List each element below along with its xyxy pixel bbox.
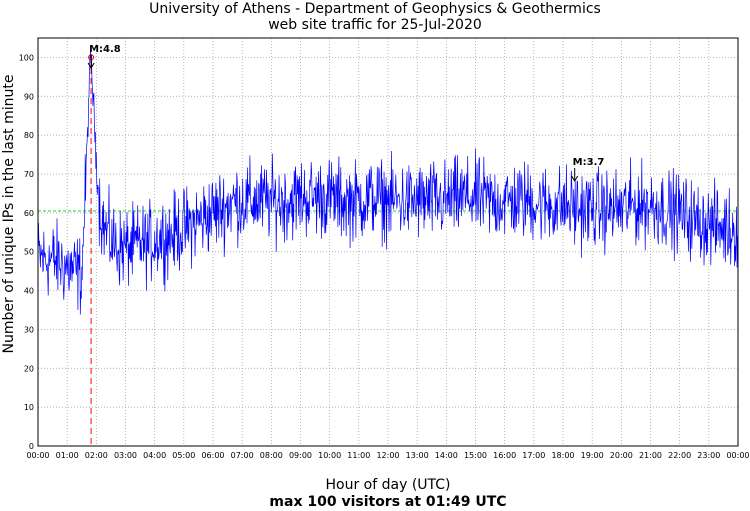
x-tick-label: 20:00 <box>610 451 633 460</box>
x-tick-label: 00:00 <box>726 451 749 460</box>
chart-title: University of Athens - Department of Geo… <box>149 1 601 17</box>
x-tick-label: 00:00 <box>26 451 49 460</box>
x-tick-label: 06:00 <box>201 451 224 460</box>
x-tick-label: 11:00 <box>347 451 370 460</box>
event-label: M:4.8 <box>89 44 121 55</box>
x-tick-label: 17:00 <box>522 451 545 460</box>
series-lines <box>37 50 739 315</box>
y-tick-label: 40 <box>24 287 34 296</box>
event-markers: M:4.8 M:3.7 <box>87 44 605 182</box>
x-tick-label: 10:00 <box>318 451 341 460</box>
y-tick-label: 100 <box>19 53 34 62</box>
x-tick-label: 14:00 <box>435 451 458 460</box>
x-tick-label: 18:00 <box>551 451 574 460</box>
y-tick-label: 10 <box>24 403 34 412</box>
x-tick-label: 16:00 <box>493 451 516 460</box>
y-axis-ticks: 0 10 20 30 40 50 60 70 80 90 100 <box>19 53 34 451</box>
x-tick-label: 09:00 <box>289 451 312 460</box>
x-tick-label: 12:00 <box>376 451 399 460</box>
y-tick-label: 20 <box>24 364 34 373</box>
x-tick-label: 08:00 <box>260 451 283 460</box>
event-label: M:3.7 <box>573 157 605 168</box>
x-tick-label: 03:00 <box>114 451 137 460</box>
y-tick-label: 70 <box>24 170 34 179</box>
series-line <box>37 50 739 315</box>
x-axis-sublabel: max 100 visitors at 01:49 UTC <box>269 494 506 510</box>
x-tick-label: 13:00 <box>406 451 429 460</box>
x-tick-label: 04:00 <box>143 451 166 460</box>
chart-subtitle: web site traffic for 25-Jul-2020 <box>268 17 482 33</box>
x-tick-label: 01:00 <box>56 451 79 460</box>
x-tick-label: 05:00 <box>172 451 195 460</box>
x-tick-label: 21:00 <box>639 451 662 460</box>
x-axis-ticks: 00:00 01:00 02:00 03:00 04:00 05:00 06:00 07:00… <box>26 451 749 460</box>
y-tick-label: 80 <box>24 131 34 140</box>
x-tick-label: 02:00 <box>85 451 108 460</box>
x-tick-label: 22:00 <box>668 451 691 460</box>
event-arrowhead <box>87 62 95 69</box>
y-tick-label: 30 <box>24 325 34 334</box>
reference-lines <box>38 68 738 446</box>
grid-lines <box>38 38 738 446</box>
y-tick-label: 90 <box>24 92 34 101</box>
x-axis-label: Hour of day (UTC) <box>326 477 451 493</box>
event-arrowhead <box>571 175 579 182</box>
y-axis-label: Number of unique IPs in the last minute <box>1 75 17 354</box>
x-tick-label: 23:00 <box>697 451 720 460</box>
x-tick-label: 19:00 <box>581 451 604 460</box>
y-tick-label: 50 <box>24 248 34 257</box>
x-tick-label: 15:00 <box>464 451 487 460</box>
y-tick-label: 60 <box>24 209 34 218</box>
y-tick-label: 0 <box>29 442 34 451</box>
x-tick-label: 07:00 <box>231 451 254 460</box>
plot-frame <box>37 37 739 447</box>
